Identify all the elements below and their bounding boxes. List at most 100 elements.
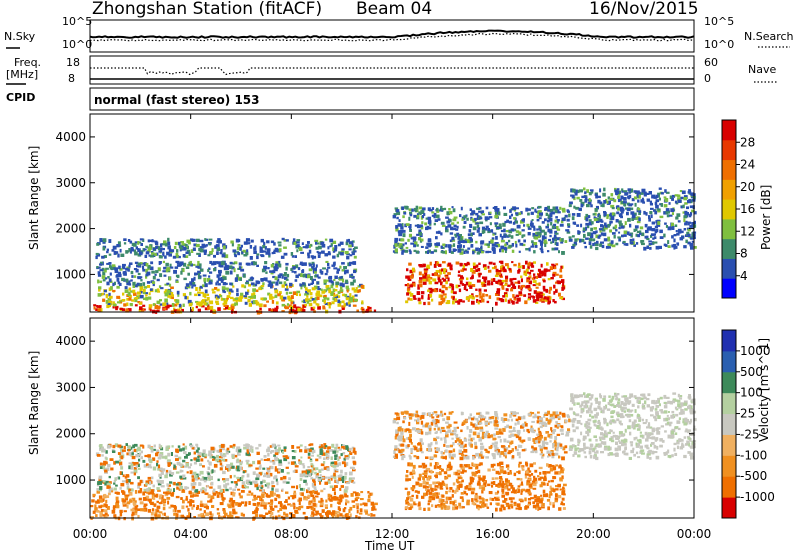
- data-cell: [315, 294, 318, 297]
- data-cell: [515, 212, 519, 215]
- data-cell: [320, 468, 324, 471]
- data-cell: [470, 212, 474, 216]
- data-cell: [182, 254, 186, 258]
- data-cell: [648, 217, 651, 222]
- data-cell: [543, 231, 547, 236]
- data-cell: [170, 286, 174, 289]
- data-cell: [202, 465, 205, 468]
- data-cell: [414, 490, 418, 493]
- data-cell: [122, 449, 126, 452]
- data-cell: [683, 228, 686, 231]
- freq-label-1: Freq.: [14, 56, 41, 69]
- data-cell: [493, 433, 496, 437]
- data-cell: [249, 245, 253, 249]
- data-cell: [113, 487, 117, 491]
- data-cell: [240, 460, 243, 464]
- data-cell: [412, 427, 416, 431]
- data-cell: [217, 485, 222, 489]
- data-cell: [97, 308, 102, 312]
- data-cell: [246, 462, 249, 465]
- data-cell: [147, 509, 152, 513]
- data-cell: [442, 250, 446, 254]
- data-cell: [170, 472, 175, 476]
- data-cell: [413, 297, 417, 300]
- data-cell: [167, 489, 170, 493]
- data-cell: [555, 281, 558, 284]
- data-cell: [551, 263, 555, 266]
- data-cell: [152, 448, 156, 451]
- data-cell: [242, 249, 246, 253]
- data-cell: [221, 458, 226, 462]
- data-cell: [423, 507, 426, 511]
- data-cell: [528, 280, 532, 285]
- data-cell: [274, 307, 278, 311]
- data-cell: [167, 294, 171, 298]
- data-cell: [512, 497, 515, 500]
- data-cell: [549, 485, 552, 490]
- data-cell: [191, 238, 196, 242]
- data-cell: [316, 250, 319, 253]
- data-cell: [263, 475, 267, 478]
- data-cell: [428, 496, 433, 501]
- data-cell: [648, 215, 651, 219]
- data-cell: [556, 228, 561, 231]
- data-cell: [195, 243, 200, 248]
- data-cell: [573, 189, 578, 194]
- data-cell: [415, 494, 419, 499]
- data-cell: [224, 276, 227, 280]
- data-cell: [495, 235, 498, 240]
- data-cell: [210, 513, 214, 517]
- data-cell: [317, 251, 321, 255]
- data-cell: [199, 452, 204, 456]
- data-cell: [452, 506, 455, 511]
- data-cell: [490, 481, 494, 484]
- data-cell: [291, 485, 296, 489]
- data-cell: [195, 287, 198, 291]
- data-cell: [158, 511, 163, 514]
- data-cell: [455, 435, 458, 439]
- data-cell: [316, 286, 320, 289]
- data-cell: [142, 497, 147, 501]
- data-cell: [396, 216, 399, 220]
- data-cell: [115, 500, 120, 504]
- data-cell: [504, 486, 508, 489]
- data-cell: [157, 267, 161, 272]
- data-cell: [121, 265, 126, 270]
- data-cell: [298, 459, 301, 462]
- data-cell: [406, 497, 410, 501]
- data-cell: [524, 476, 528, 479]
- data-cell: [232, 510, 236, 515]
- data-cell: [304, 446, 307, 450]
- data-cell: [518, 506, 522, 511]
- data-cell: [602, 203, 605, 208]
- data-cell: [339, 265, 342, 269]
- data-cell: [160, 287, 164, 290]
- data-cell: [341, 305, 346, 309]
- data-cell: [280, 477, 283, 481]
- data-cell: [294, 465, 299, 468]
- data-cell: [183, 246, 187, 251]
- data-cell: [687, 241, 691, 245]
- data-cell: [327, 476, 331, 480]
- data-cell: [561, 251, 565, 255]
- data-cell: [113, 250, 116, 255]
- data-cell: [422, 277, 426, 282]
- data-cell: [238, 298, 243, 302]
- data-cell: [534, 208, 537, 213]
- data-cell: [350, 281, 355, 286]
- data-cell: [344, 475, 347, 480]
- data-cell: [513, 217, 516, 220]
- data-cell: [207, 466, 211, 470]
- data-cell: [417, 490, 420, 494]
- data-cell: [471, 498, 474, 502]
- data-cell: [211, 262, 215, 266]
- data-cell: [533, 478, 537, 482]
- data-cell: [495, 293, 499, 296]
- data-cell: [621, 234, 624, 238]
- data-cell: [268, 510, 272, 513]
- data-cell: [430, 469, 433, 474]
- data-cell: [105, 300, 109, 304]
- data-cell: [550, 241, 553, 244]
- data-cell: [257, 281, 261, 284]
- data-cell: [313, 267, 317, 271]
